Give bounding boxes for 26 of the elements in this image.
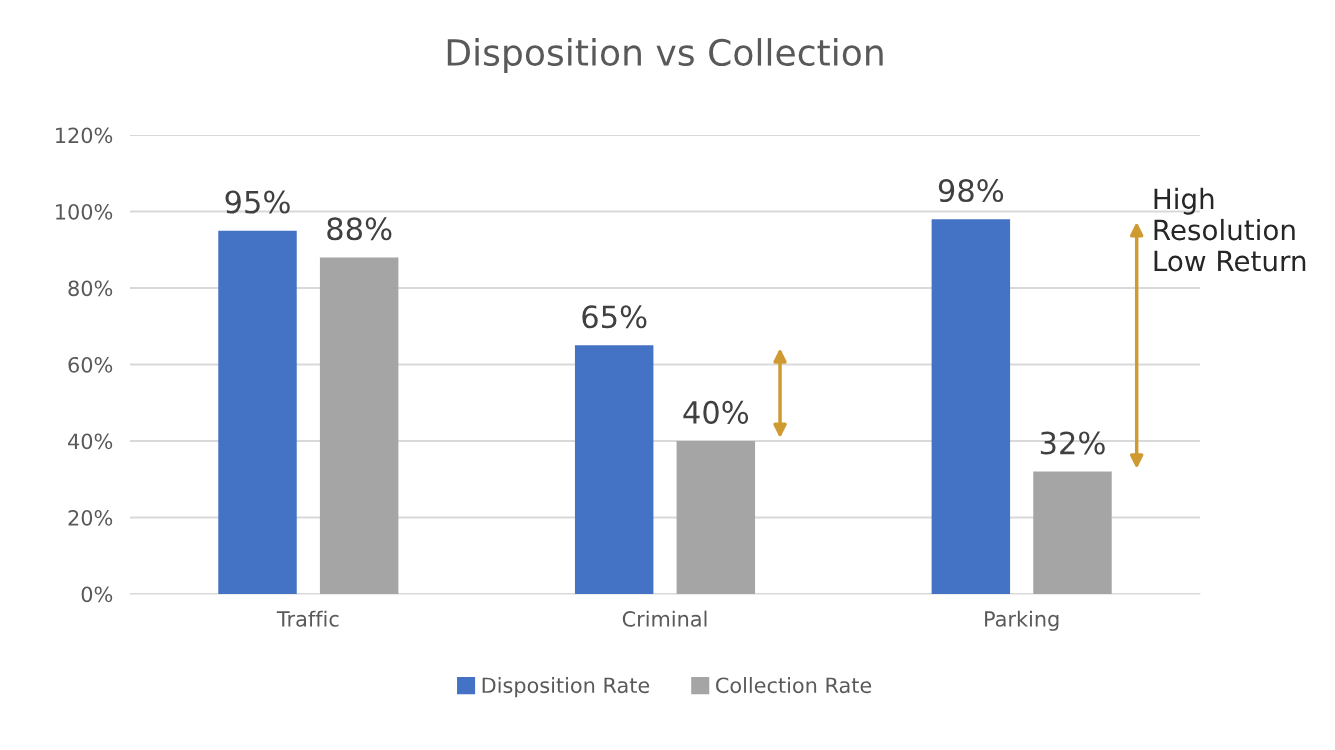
bar [574, 345, 654, 594]
data-label: 95% [225, 190, 290, 214]
x-tick-label: Criminal [622, 610, 707, 627]
bar [931, 219, 1011, 594]
y-tick-label: 100% [56, 203, 113, 220]
y-tick-label: 80% [68, 280, 113, 297]
bar [1033, 471, 1112, 594]
y-tick-label: 0% [81, 586, 113, 603]
data-label: 40% [683, 400, 749, 424]
chart-title: Disposition vs Collection [447, 38, 883, 74]
bar [676, 441, 756, 594]
data-label: 32% [1040, 431, 1105, 455]
x-tick-label: Parking [985, 610, 1059, 631]
bar [218, 230, 297, 594]
y-tick-label: 120% [56, 127, 113, 144]
legend-label: Collection Rate [715, 677, 872, 694]
data-label: 98% [938, 179, 1004, 203]
y-tick-label: 40% [68, 433, 113, 450]
legend-label: Disposition Rate [482, 677, 650, 698]
annotation: High Resolution Low Return [1154, 187, 1306, 272]
data-label: 88% [327, 217, 392, 241]
x-tick-label: Traffic [276, 610, 339, 627]
y-tick-label: 60% [68, 356, 113, 373]
bar [319, 257, 399, 594]
y-tick-label: 20% [68, 509, 113, 526]
data-label: 65% [582, 305, 647, 329]
